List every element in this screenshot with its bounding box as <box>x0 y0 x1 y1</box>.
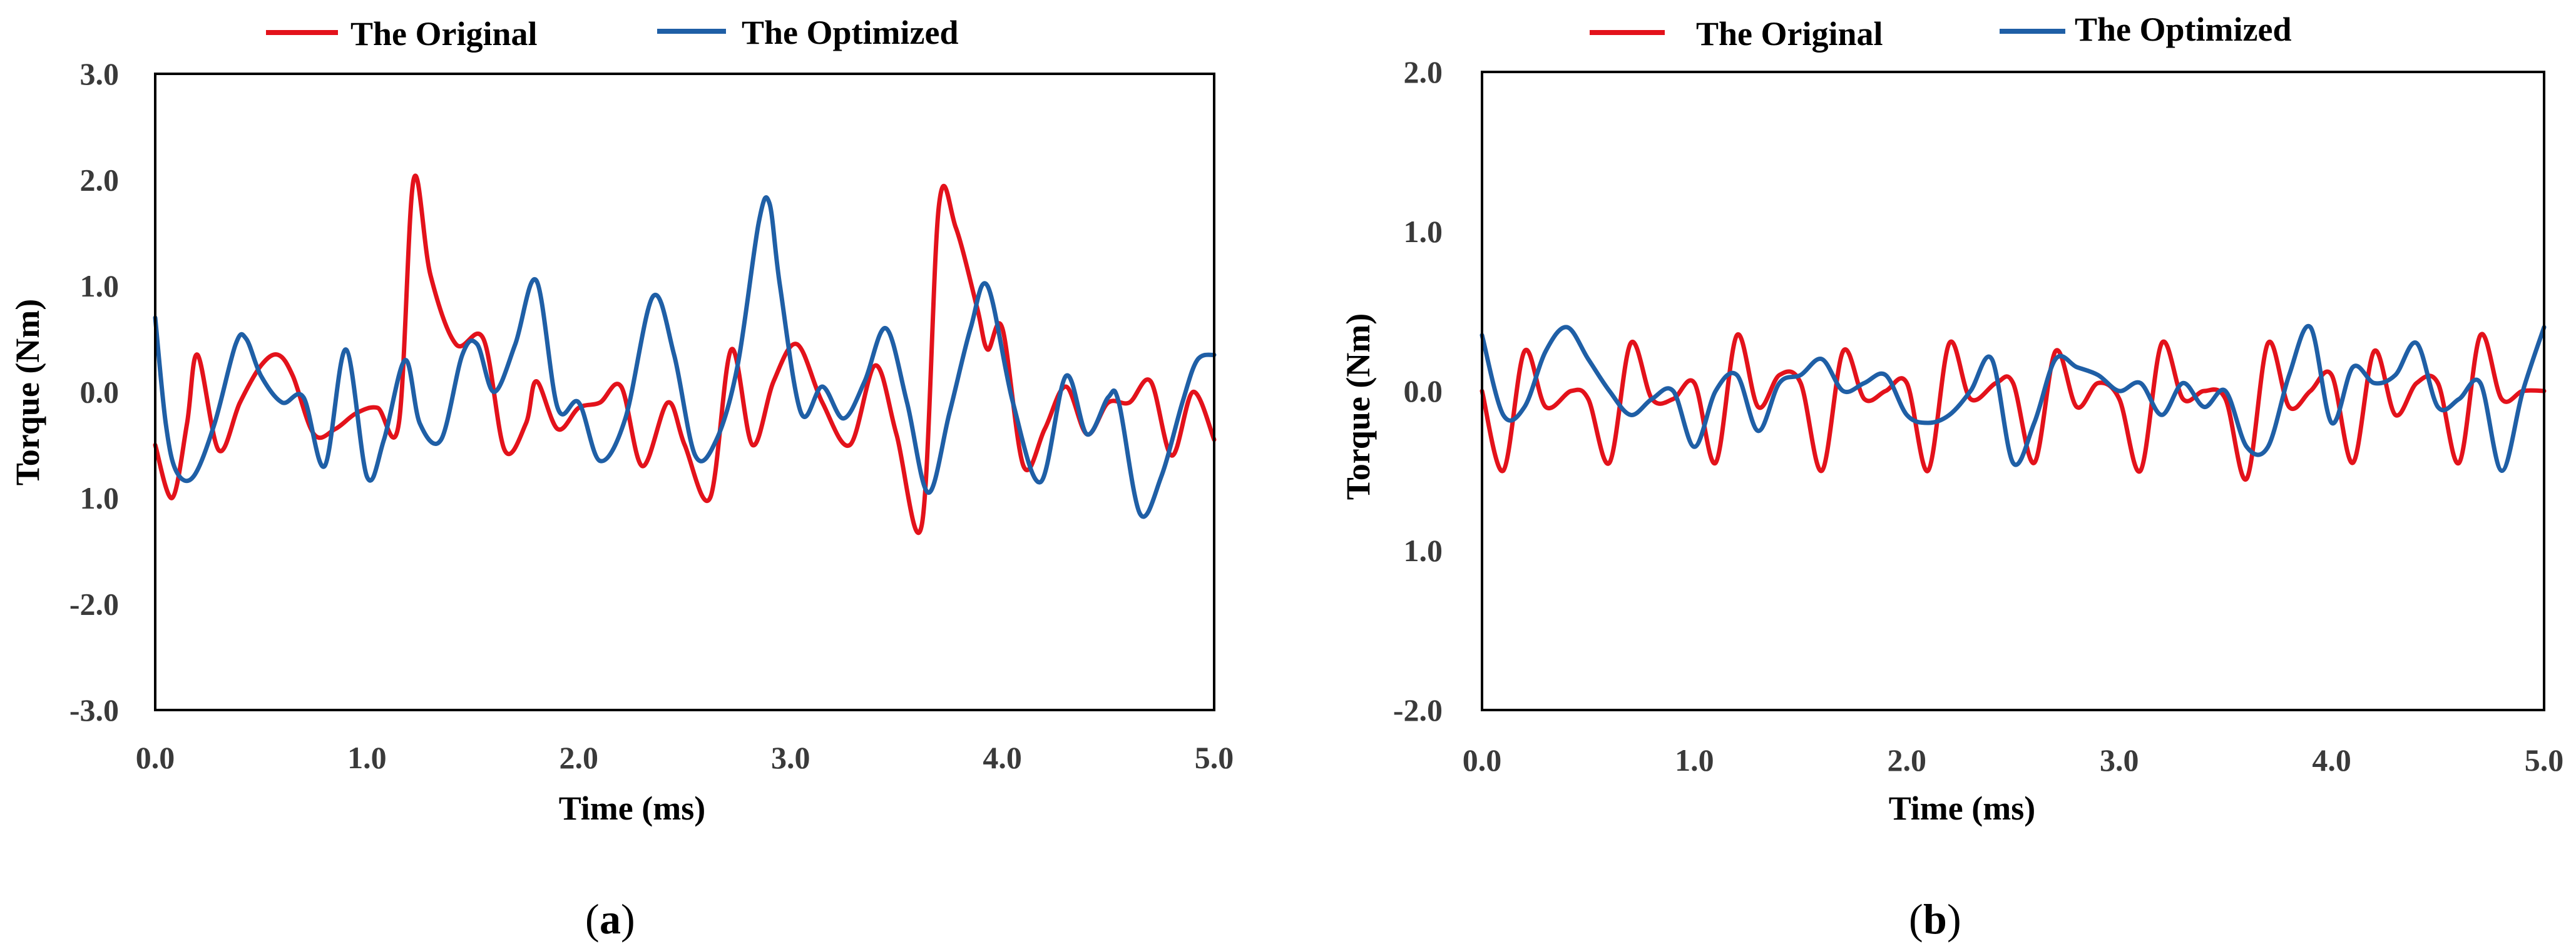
x-tick-label-a-3: 3.0 <box>771 740 810 775</box>
x-axis-title-a: Time (ms) <box>559 789 705 827</box>
x-tick-label-a-0: 0.0 <box>136 740 175 775</box>
series-line-b-optimized <box>1480 323 2547 473</box>
caption-a-open-paren: ( <box>585 895 600 943</box>
caption-b-close-paren: ) <box>1947 895 1961 943</box>
x-tick-label-a-2: 2.0 <box>560 740 599 775</box>
x-tick-label-a-1: 1.0 <box>347 740 387 775</box>
y-tick-label-a-1: 2.0 <box>80 163 120 198</box>
legend-a: The Original The Optimized <box>266 14 959 53</box>
chart-panel-a: The Original The Optimized 3.0 2.0 1.0 0.0 1… <box>9 14 1234 943</box>
y-axis-title-b: Torque (Nm) <box>1339 313 1377 500</box>
legend-a-optimized-label: The Optimized <box>742 14 959 51</box>
plot-frame-a <box>154 73 1215 711</box>
y-tick-label-b-3: 1.0 <box>1404 533 1443 568</box>
caption-b-letter: b <box>1923 895 1947 943</box>
y-tick-label-a-2: 1.0 <box>80 268 120 303</box>
caption-a-letter: a <box>600 895 621 943</box>
legend-b: The Original The Optimized <box>1590 11 2292 53</box>
x-tick-label-a-5: 5.0 <box>1195 740 1234 775</box>
series-line-a-optimized <box>153 195 1217 519</box>
y-tick-labels-b: 2.0 1.0 0.0 1.0 -2.0 <box>1393 54 1443 728</box>
x-tick-label-b-2: 2.0 <box>1888 743 1927 778</box>
y-tick-label-a-0: 3.0 <box>80 56 120 91</box>
y-tick-label-b-2: 0.0 <box>1404 373 1443 409</box>
x-tick-label-b-0: 0.0 <box>1463 743 1502 778</box>
x-tick-label-a-4: 4.0 <box>983 740 1022 775</box>
x-tick-label-b-3: 3.0 <box>2100 743 2139 778</box>
y-tick-label-a-4: 1.0 <box>80 480 120 515</box>
y-tick-label-a-3: 0.0 <box>80 375 120 410</box>
legend-a-original-label: The Original <box>350 15 538 53</box>
plot-area-a <box>153 173 1217 535</box>
legend-b-original-label: The Original <box>1696 15 1883 53</box>
caption-b-open-paren: ( <box>1909 895 1923 943</box>
y-tick-label-b-4: -2.0 <box>1393 693 1443 728</box>
y-tick-label-a-6: -3.0 <box>69 693 119 728</box>
x-tick-label-b-5: 5.0 <box>2525 743 2564 778</box>
y-tick-label-b-1: 1.0 <box>1404 214 1443 249</box>
legend-b-optimized-label: The Optimized <box>2075 11 2292 48</box>
caption-a-close-paren: ) <box>621 895 635 943</box>
x-tick-labels-b: 0.0 1.0 2.0 3.0 4.0 5.0 <box>1463 743 2564 778</box>
y-tick-labels-a: 3.0 2.0 1.0 0.0 1.0 -2.0 -3.0 <box>69 56 119 728</box>
y-tick-label-a-5: -2.0 <box>69 587 119 622</box>
chart-panel-b: The Original The Optimized 2.0 1.0 0.0 1.0 -… <box>1339 11 2563 943</box>
x-axis-title-b: Time (ms) <box>1889 789 2035 827</box>
x-tick-label-b-1: 1.0 <box>1675 743 1714 778</box>
y-tick-label-b-0: 2.0 <box>1404 54 1443 89</box>
caption-b: ( b ) <box>1909 895 1961 943</box>
plot-frame-b <box>1481 71 2545 711</box>
y-axis-title-a: Torque (Nm) <box>9 299 46 486</box>
caption-a: ( a ) <box>585 895 635 943</box>
x-tick-label-b-4: 4.0 <box>2312 743 2351 778</box>
plot-area-b <box>1480 323 2547 482</box>
x-tick-labels-a: 0.0 1.0 2.0 3.0 4.0 5.0 <box>136 740 1234 775</box>
